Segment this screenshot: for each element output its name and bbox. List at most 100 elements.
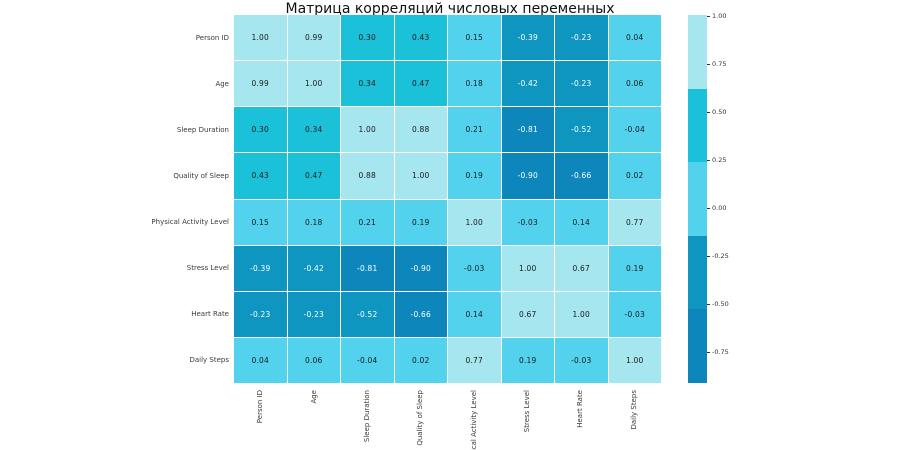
- heatmap-cell: 1.00: [234, 15, 287, 61]
- heatmap-cell: 0.19: [448, 153, 501, 199]
- heatmap-cell: -0.52: [555, 107, 608, 153]
- heatmap-cell: 0.15: [448, 15, 501, 61]
- heatmap-cell: -0.66: [394, 291, 447, 337]
- heatmap-cell: 0.77: [448, 337, 501, 383]
- heatmap-cell: 0.88: [394, 107, 447, 153]
- colorbar-tick-mark: [707, 64, 710, 65]
- colorbar-tick-label: 1.00: [712, 12, 727, 20]
- heatmap-cell: 0.47: [394, 61, 447, 107]
- x-axis-label: Person ID: [256, 390, 265, 424]
- heatmap-cell: -0.81: [501, 107, 554, 153]
- heatmap-cell: 1.00: [501, 245, 554, 291]
- heatmap-cell: -0.03: [501, 199, 554, 245]
- heatmap-cell: -0.39: [234, 245, 287, 291]
- heatmap-cell: 0.21: [448, 107, 501, 153]
- colorbar-segment: [688, 162, 707, 236]
- y-axis-label: Physical Activity Level: [151, 218, 229, 226]
- heatmap-cell: -0.42: [287, 245, 340, 291]
- heatmap-cell: 1.00: [394, 153, 447, 199]
- x-axis-label: Physical Activity Level: [469, 390, 478, 450]
- heatmap-cell: 0.30: [234, 107, 287, 153]
- colorbar-tick-label: 0.25: [712, 156, 727, 164]
- heatmap-cell: -0.39: [501, 15, 554, 61]
- y-axis-label: Sleep Duration: [176, 126, 229, 134]
- heatmap-cell: 0.19: [501, 337, 554, 383]
- x-axis-label: Quality of Sleep: [416, 390, 425, 446]
- heatmap-cell: -0.03: [608, 291, 661, 337]
- heatmap-cell: 0.43: [394, 15, 447, 61]
- heatmap-cell: 0.21: [341, 199, 394, 245]
- heatmap-cell: 0.19: [608, 245, 661, 291]
- heatmap-cell: -0.23: [234, 291, 287, 337]
- heatmap-cell: -0.81: [341, 245, 394, 291]
- heatmap-cell: -0.90: [501, 153, 554, 199]
- heatmap-cell: 0.34: [341, 61, 394, 107]
- x-axis-label: Heart Rate: [576, 390, 585, 428]
- heatmap-cell: 0.88: [341, 153, 394, 199]
- colorbar-segment: [688, 15, 707, 89]
- heatmap-cell: -0.03: [448, 245, 501, 291]
- heatmap-cell: 0.99: [287, 15, 340, 61]
- heatmap-cell: -0.66: [555, 153, 608, 199]
- y-axis-label: Quality of Sleep: [173, 172, 229, 180]
- colorbar-tick-mark: [707, 304, 710, 305]
- x-axis-label: Daily Steps: [629, 390, 638, 430]
- heatmap-cell: 1.00: [555, 291, 608, 337]
- y-axis-label: Stress Level: [186, 264, 229, 272]
- colorbar-tick-mark: [707, 160, 710, 161]
- colorbar-tick-mark: [707, 352, 710, 353]
- colorbar-tick-mark: [707, 256, 710, 257]
- heatmap-cell: -0.52: [341, 291, 394, 337]
- heatmap-cell: -0.04: [341, 337, 394, 383]
- y-axis-label: Age: [215, 80, 229, 88]
- heatmap-cell: -0.03: [555, 337, 608, 383]
- colorbar-segment: [688, 235, 707, 310]
- heatmap-cell: 0.67: [555, 245, 608, 291]
- heatmap-cell: 0.06: [287, 337, 340, 383]
- heatmap-cell: 0.47: [287, 153, 340, 199]
- heatmap-cell: 0.14: [555, 199, 608, 245]
- colorbar-tick-label: 0.00: [712, 204, 727, 212]
- heatmap-cell: 0.77: [608, 199, 661, 245]
- y-axis-label: Daily Steps: [189, 356, 229, 364]
- heatmap-cell: -0.04: [608, 107, 661, 153]
- colorbar-segment: [688, 309, 707, 383]
- y-axis-label: Heart Rate: [191, 310, 229, 318]
- colorbar-tick-label: 0.50: [712, 108, 727, 116]
- colorbar-segment: [688, 88, 707, 163]
- x-axis-label: Stress Level: [523, 390, 532, 433]
- heatmap-cell: -0.90: [394, 245, 447, 291]
- heatmap-cell: 0.18: [448, 61, 501, 107]
- colorbar: [688, 15, 707, 383]
- heatmap-cell: 0.02: [608, 153, 661, 199]
- heatmap-cell: 0.04: [608, 15, 661, 61]
- heatmap-cell: 1.00: [287, 61, 340, 107]
- heatmap-cell: 0.18: [287, 199, 340, 245]
- heatmap-cell: 1.00: [448, 199, 501, 245]
- heatmap-cell: 0.14: [448, 291, 501, 337]
- heatmap-cell: 0.04: [234, 337, 287, 383]
- heatmap-cell: 0.99: [234, 61, 287, 107]
- heatmap-cell: 0.30: [341, 15, 394, 61]
- heatmap-cell: -0.23: [287, 291, 340, 337]
- heatmap-cell: -0.23: [555, 15, 608, 61]
- x-axis-label: Age: [309, 390, 318, 404]
- correlation-heatmap: 1.00 0.99 0.30 0.43 0.15 -0.39 -0.23 0.04 0.99 1.…: [234, 15, 661, 383]
- colorbar-tick-label: -0.50: [712, 300, 729, 308]
- chart-title: Матрица корреляций числовых переменных: [285, 1, 615, 17]
- heatmap-cell: 1.00: [608, 337, 661, 383]
- heatmap-cell: 0.43: [234, 153, 287, 199]
- colorbar-tick-label: -0.25: [712, 252, 729, 260]
- x-axis-label: Sleep Duration: [362, 390, 371, 443]
- colorbar-tick-mark: [707, 112, 710, 113]
- heatmap-cell: 0.34: [287, 107, 340, 153]
- heatmap-cell: 0.19: [394, 199, 447, 245]
- colorbar-tick-mark: [707, 16, 710, 17]
- y-axis-label: Person ID: [195, 34, 229, 42]
- heatmap-cell: 0.02: [394, 337, 447, 383]
- heatmap-cell: 1.00: [341, 107, 394, 153]
- colorbar-tick-label: -0.75: [712, 348, 729, 356]
- heatmap-cell: 0.67: [501, 291, 554, 337]
- colorbar-tick-label: 0.75: [712, 60, 727, 68]
